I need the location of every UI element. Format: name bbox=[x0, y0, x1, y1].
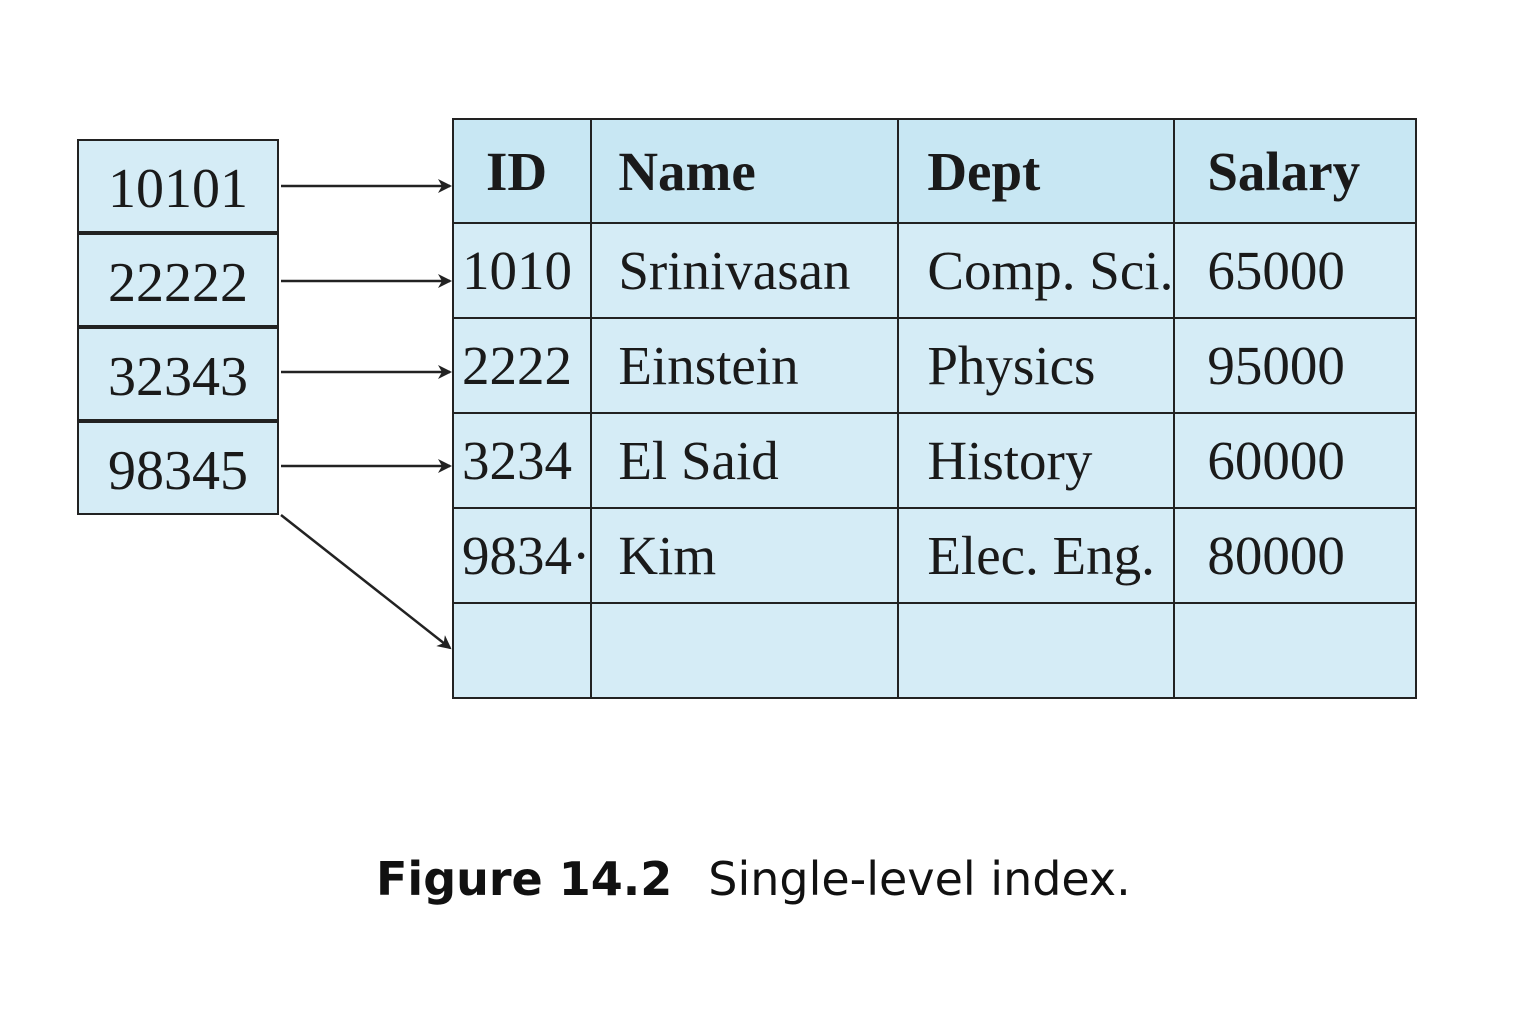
cell-id: 2222 bbox=[451, 317, 593, 414]
table-row: 9834· Kim Elec. Eng. 80000 bbox=[451, 507, 1418, 604]
cell-name: Srinivasan bbox=[590, 222, 900, 319]
table-row: 2222 Einstein Physics 95000 bbox=[451, 317, 1418, 414]
cell-id: 1010 bbox=[451, 222, 593, 319]
cell-salary: 65000 bbox=[1173, 222, 1418, 319]
table-row-empty bbox=[451, 602, 1418, 699]
table-row: 3234 El Said History 60000 bbox=[451, 412, 1418, 509]
index-entry: 32343 bbox=[77, 327, 279, 421]
cell-name bbox=[590, 602, 900, 699]
cell-salary bbox=[1173, 602, 1418, 699]
cell-dept: Comp. Sci. bbox=[897, 222, 1176, 319]
figure-caption: Figure 14.2 Single-level index. bbox=[376, 852, 1131, 906]
cell-id: 9834· bbox=[451, 507, 593, 604]
cell-name: Einstein bbox=[590, 317, 900, 414]
table-row: 1010 Srinivasan Comp. Sci. 65000 bbox=[451, 222, 1418, 319]
column-header-dept: Dept bbox=[897, 118, 1176, 224]
cell-dept: Physics bbox=[897, 317, 1176, 414]
cell-dept bbox=[897, 602, 1176, 699]
figure-caption-text: Single-level index. bbox=[708, 852, 1131, 906]
column-header-salary: Salary bbox=[1173, 118, 1418, 224]
cell-salary: 60000 bbox=[1173, 412, 1418, 509]
cell-id: 3234 bbox=[451, 412, 593, 509]
index-entry: 98345 bbox=[77, 421, 279, 515]
cell-dept: History bbox=[897, 412, 1176, 509]
cell-id bbox=[451, 602, 593, 699]
cell-salary: 80000 bbox=[1173, 507, 1418, 604]
table-header-row: ID Name Dept Salary bbox=[451, 118, 1418, 224]
cell-name: El Said bbox=[590, 412, 900, 509]
cell-salary: 95000 bbox=[1173, 317, 1418, 414]
cell-name: Kim bbox=[590, 507, 900, 604]
index-entry: 10101 bbox=[77, 139, 279, 233]
pointer-arrow bbox=[280, 514, 452, 650]
column-header-id: ID bbox=[451, 118, 593, 224]
figure-number: Figure 14.2 bbox=[376, 852, 673, 906]
cell-dept: Elec. Eng. bbox=[897, 507, 1176, 604]
index-entry: 22222 bbox=[77, 233, 279, 327]
column-header-name: Name bbox=[590, 118, 900, 224]
instructor-table: ID Name Dept Salary 1010 Srinivasan Comp… bbox=[451, 118, 1418, 699]
